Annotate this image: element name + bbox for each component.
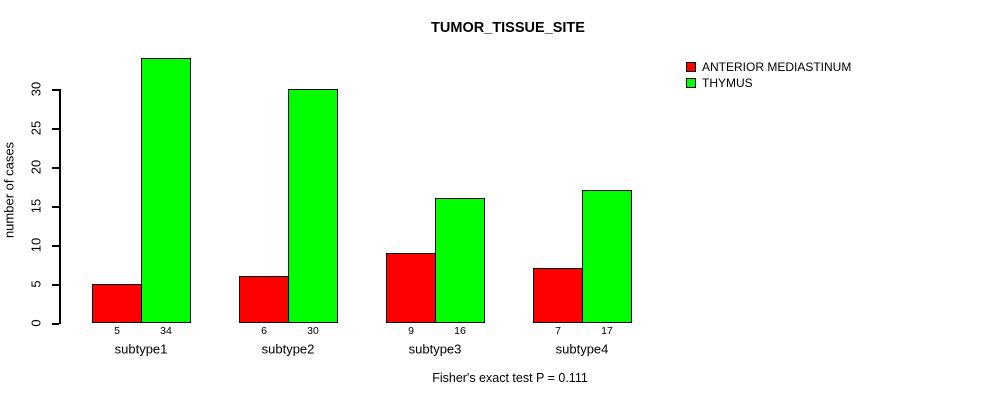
- y-tick-label-15: 15: [28, 198, 44, 214]
- legend-item-anterior-mediastinum: ANTERIOR MEDIASTINUM: [686, 59, 851, 75]
- y-tick-label-5: 5: [28, 280, 44, 288]
- y-tick-label-30: 30: [28, 81, 44, 97]
- caption-fishers-exact-test: Fisher's exact test P = 0.111: [432, 371, 588, 385]
- y-tick-label-10: 10: [28, 237, 44, 253]
- y-tick-label-0: 0: [28, 319, 44, 327]
- bar-value-anterior-mediastinum-subtype1: 5: [114, 325, 120, 337]
- category-label-subtype3: subtype3: [408, 341, 462, 357]
- legend: ANTERIOR MEDIASTINUM THYMUS: [686, 59, 851, 91]
- y-tick-mark-30: [52, 89, 59, 91]
- y-tick-mark-0: [52, 323, 59, 325]
- y-tick-label-20: 20: [28, 159, 44, 175]
- bar-value-anterior-mediastinum-subtype4: 7: [555, 325, 561, 337]
- bar-anterior-mediastinum-subtype4: [533, 268, 583, 323]
- category-label-subtype4: subtype4: [555, 341, 609, 357]
- bar-anterior-mediastinum-subtype3: [386, 253, 436, 323]
- chart-title: TUMOR_TISSUE_SITE: [431, 20, 585, 36]
- legend-label-thymus: THYMUS: [702, 76, 753, 90]
- bar-value-thymus-subtype3: 16: [454, 325, 466, 337]
- legend-label-anterior-mediastinum: ANTERIOR MEDIASTINUM: [702, 60, 852, 74]
- bar-thymus-subtype1: [141, 58, 191, 323]
- bar-anterior-mediastinum-subtype2: [239, 276, 289, 323]
- bar-value-anterior-mediastinum-subtype3: 9: [408, 325, 414, 337]
- category-label-subtype2: subtype2: [261, 341, 315, 357]
- category-label-subtype1: subtype1: [114, 341, 168, 357]
- bar-value-anterior-mediastinum-subtype2: 6: [261, 325, 267, 337]
- bar-anterior-mediastinum-subtype1: [92, 284, 142, 323]
- y-tick-mark-5: [52, 284, 59, 286]
- legend-swatch-green-icon: [686, 78, 696, 88]
- y-tick-label-25: 25: [28, 120, 44, 136]
- bar-thymus-subtype2: [288, 89, 338, 323]
- bar-value-thymus-subtype1: 34: [160, 325, 172, 337]
- bar-thymus-subtype4: [582, 190, 632, 323]
- y-tick-mark-20: [52, 167, 59, 169]
- bar-thymus-subtype3: [435, 198, 485, 323]
- y-tick-mark-25: [52, 128, 59, 130]
- y-tick-mark-15: [52, 206, 59, 208]
- y-tick-mark-10: [52, 245, 59, 247]
- legend-swatch-red-icon: [686, 62, 696, 72]
- y-axis-line: [59, 89, 61, 324]
- bar-value-thymus-subtype2: 30: [307, 325, 319, 337]
- legend-item-thymus: THYMUS: [686, 75, 851, 91]
- bar-value-thymus-subtype4: 17: [601, 325, 613, 337]
